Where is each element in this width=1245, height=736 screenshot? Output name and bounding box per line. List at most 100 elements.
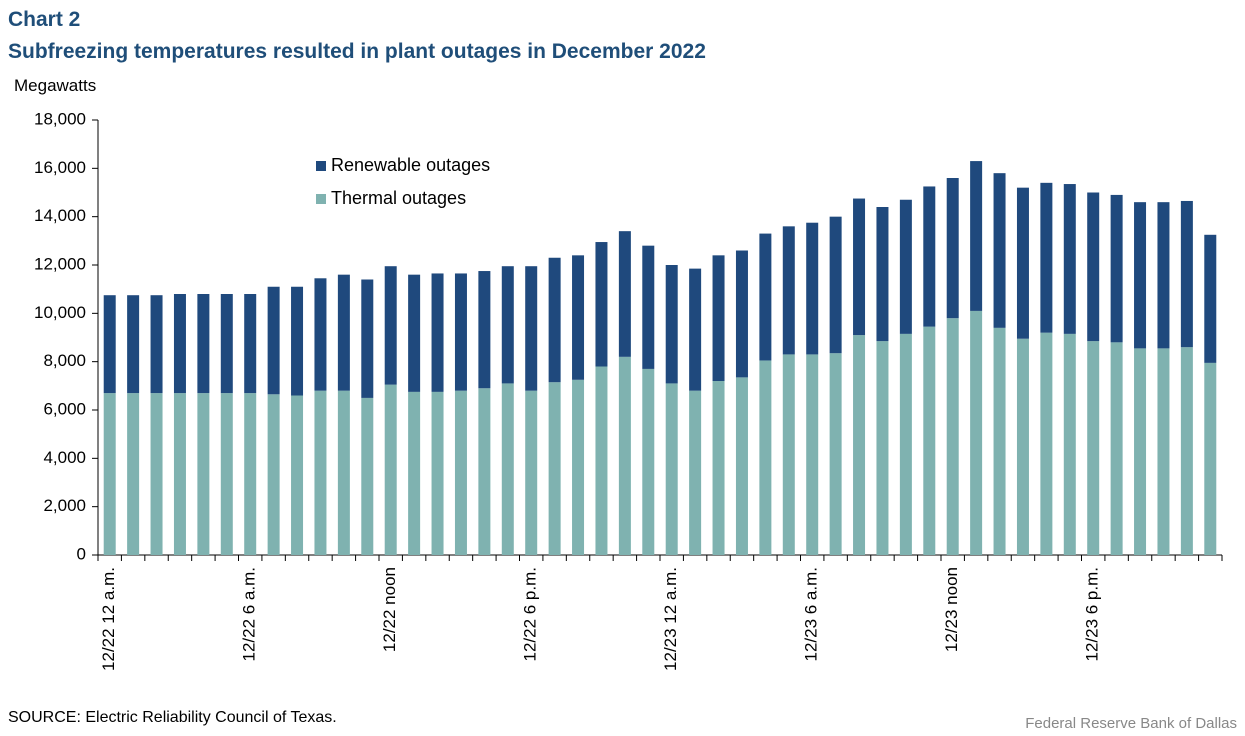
bar-segment (595, 366, 608, 555)
bar-segment (1016, 187, 1029, 339)
bar-segment (1063, 333, 1076, 555)
y-tick-label: 2,000 (43, 496, 86, 515)
y-tick-label: 18,000 (34, 109, 86, 128)
x-tick-label: 12/22 6 a.m. (240, 567, 259, 662)
bar-segment (408, 391, 421, 555)
bar-segment (595, 242, 608, 367)
bar-segment (478, 271, 491, 389)
bar-segment (712, 381, 725, 555)
bar-segment (525, 266, 538, 391)
bar-segment (946, 178, 959, 319)
bar-segment (291, 286, 304, 396)
bar-segment (1087, 341, 1100, 555)
bar-segment (970, 310, 983, 555)
bar-segment (1110, 342, 1123, 555)
bar-segment (337, 390, 350, 555)
bar-segment (735, 377, 748, 555)
bar-segment (899, 333, 912, 555)
y-tick-label: 4,000 (43, 448, 86, 467)
bar-segment (431, 273, 444, 392)
bar-segment (689, 390, 702, 555)
y-tick-label: 16,000 (34, 158, 86, 177)
bar-segment (1204, 362, 1217, 555)
bar-segment (1157, 202, 1170, 349)
bar-segment (103, 393, 116, 555)
x-tick-label: 12/22 noon (380, 567, 399, 652)
bar-segment (923, 186, 936, 327)
y-axis-label: Megawatts (14, 76, 96, 95)
bar-segment (712, 255, 725, 381)
bar-segment (267, 394, 280, 555)
bar-segment (197, 294, 210, 394)
bar-segment (454, 390, 467, 555)
bar-segment (337, 274, 350, 391)
bar-segment (689, 268, 702, 391)
bar-segment (1157, 348, 1170, 555)
bar-segment (782, 354, 795, 555)
bar-segment (150, 393, 163, 555)
bar-segment (970, 161, 983, 311)
bar-segment (314, 278, 327, 391)
y-tick-label: 0 (77, 544, 86, 563)
x-tick-label: 12/22 12 a.m. (99, 567, 118, 671)
credit: Federal Reserve Bank of Dallas (1025, 715, 1237, 732)
bar-segment (548, 257, 561, 383)
y-tick-label: 12,000 (34, 254, 86, 273)
bar-segment (1180, 347, 1193, 555)
bar-segment (993, 327, 1006, 555)
bar-segment (829, 353, 842, 555)
x-tick-label: 12/23 noon (942, 567, 961, 652)
bar-segment (853, 198, 866, 336)
bar-segment (501, 383, 514, 555)
legend-swatch (316, 161, 326, 171)
bar-segment (1110, 194, 1123, 343)
legend-swatch (316, 194, 326, 204)
legend-label: Thermal outages (331, 188, 466, 208)
y-tick-label: 8,000 (43, 351, 86, 370)
bar-segment (759, 360, 772, 555)
bar-segment (384, 384, 397, 555)
bar-segment (314, 390, 327, 555)
bar-segment (1040, 332, 1053, 555)
bar-segment (103, 295, 116, 394)
bar-segment (478, 388, 491, 555)
bar-segment (1134, 202, 1147, 349)
legend-label: Renewable outages (331, 155, 490, 175)
bar-segment (244, 294, 257, 394)
bar-segment (876, 207, 889, 342)
bar-segment (853, 335, 866, 555)
bar-segment (946, 318, 959, 555)
bar-segment (408, 274, 421, 392)
bar-segment (876, 341, 889, 555)
bar-segment (829, 216, 842, 354)
bar-segment (618, 356, 631, 555)
chart-subtitle: Subfreezing temperatures resulted in pla… (8, 40, 706, 63)
bar-segment (899, 199, 912, 334)
bar-segment (1087, 192, 1100, 342)
bar-segment (197, 393, 210, 555)
bar-segment (150, 295, 163, 394)
y-tick-label: 10,000 (34, 303, 86, 322)
y-tick-label: 6,000 (43, 399, 86, 418)
bar-segment (782, 226, 795, 355)
bar-segment (244, 393, 257, 555)
bar-segment (361, 279, 374, 398)
bar-segment (665, 265, 678, 384)
bar-segment (431, 391, 444, 555)
bar-segment (548, 382, 561, 555)
bar-segment (361, 397, 374, 555)
bar-segment (1180, 200, 1193, 348)
bar-segment (806, 222, 819, 355)
bar-segment (1204, 234, 1217, 363)
bar-segment (220, 294, 233, 394)
bar-segment (384, 266, 397, 385)
source: SOURCE: Electric Reliability Council of … (8, 709, 337, 726)
y-tick-label: 14,000 (34, 206, 86, 225)
bar-segment (525, 390, 538, 555)
bar-segment (1063, 184, 1076, 334)
chart-title: Chart 2 (8, 8, 80, 31)
bar-segment (220, 393, 233, 555)
bar-segment (1016, 338, 1029, 555)
bar-segment (642, 245, 655, 369)
